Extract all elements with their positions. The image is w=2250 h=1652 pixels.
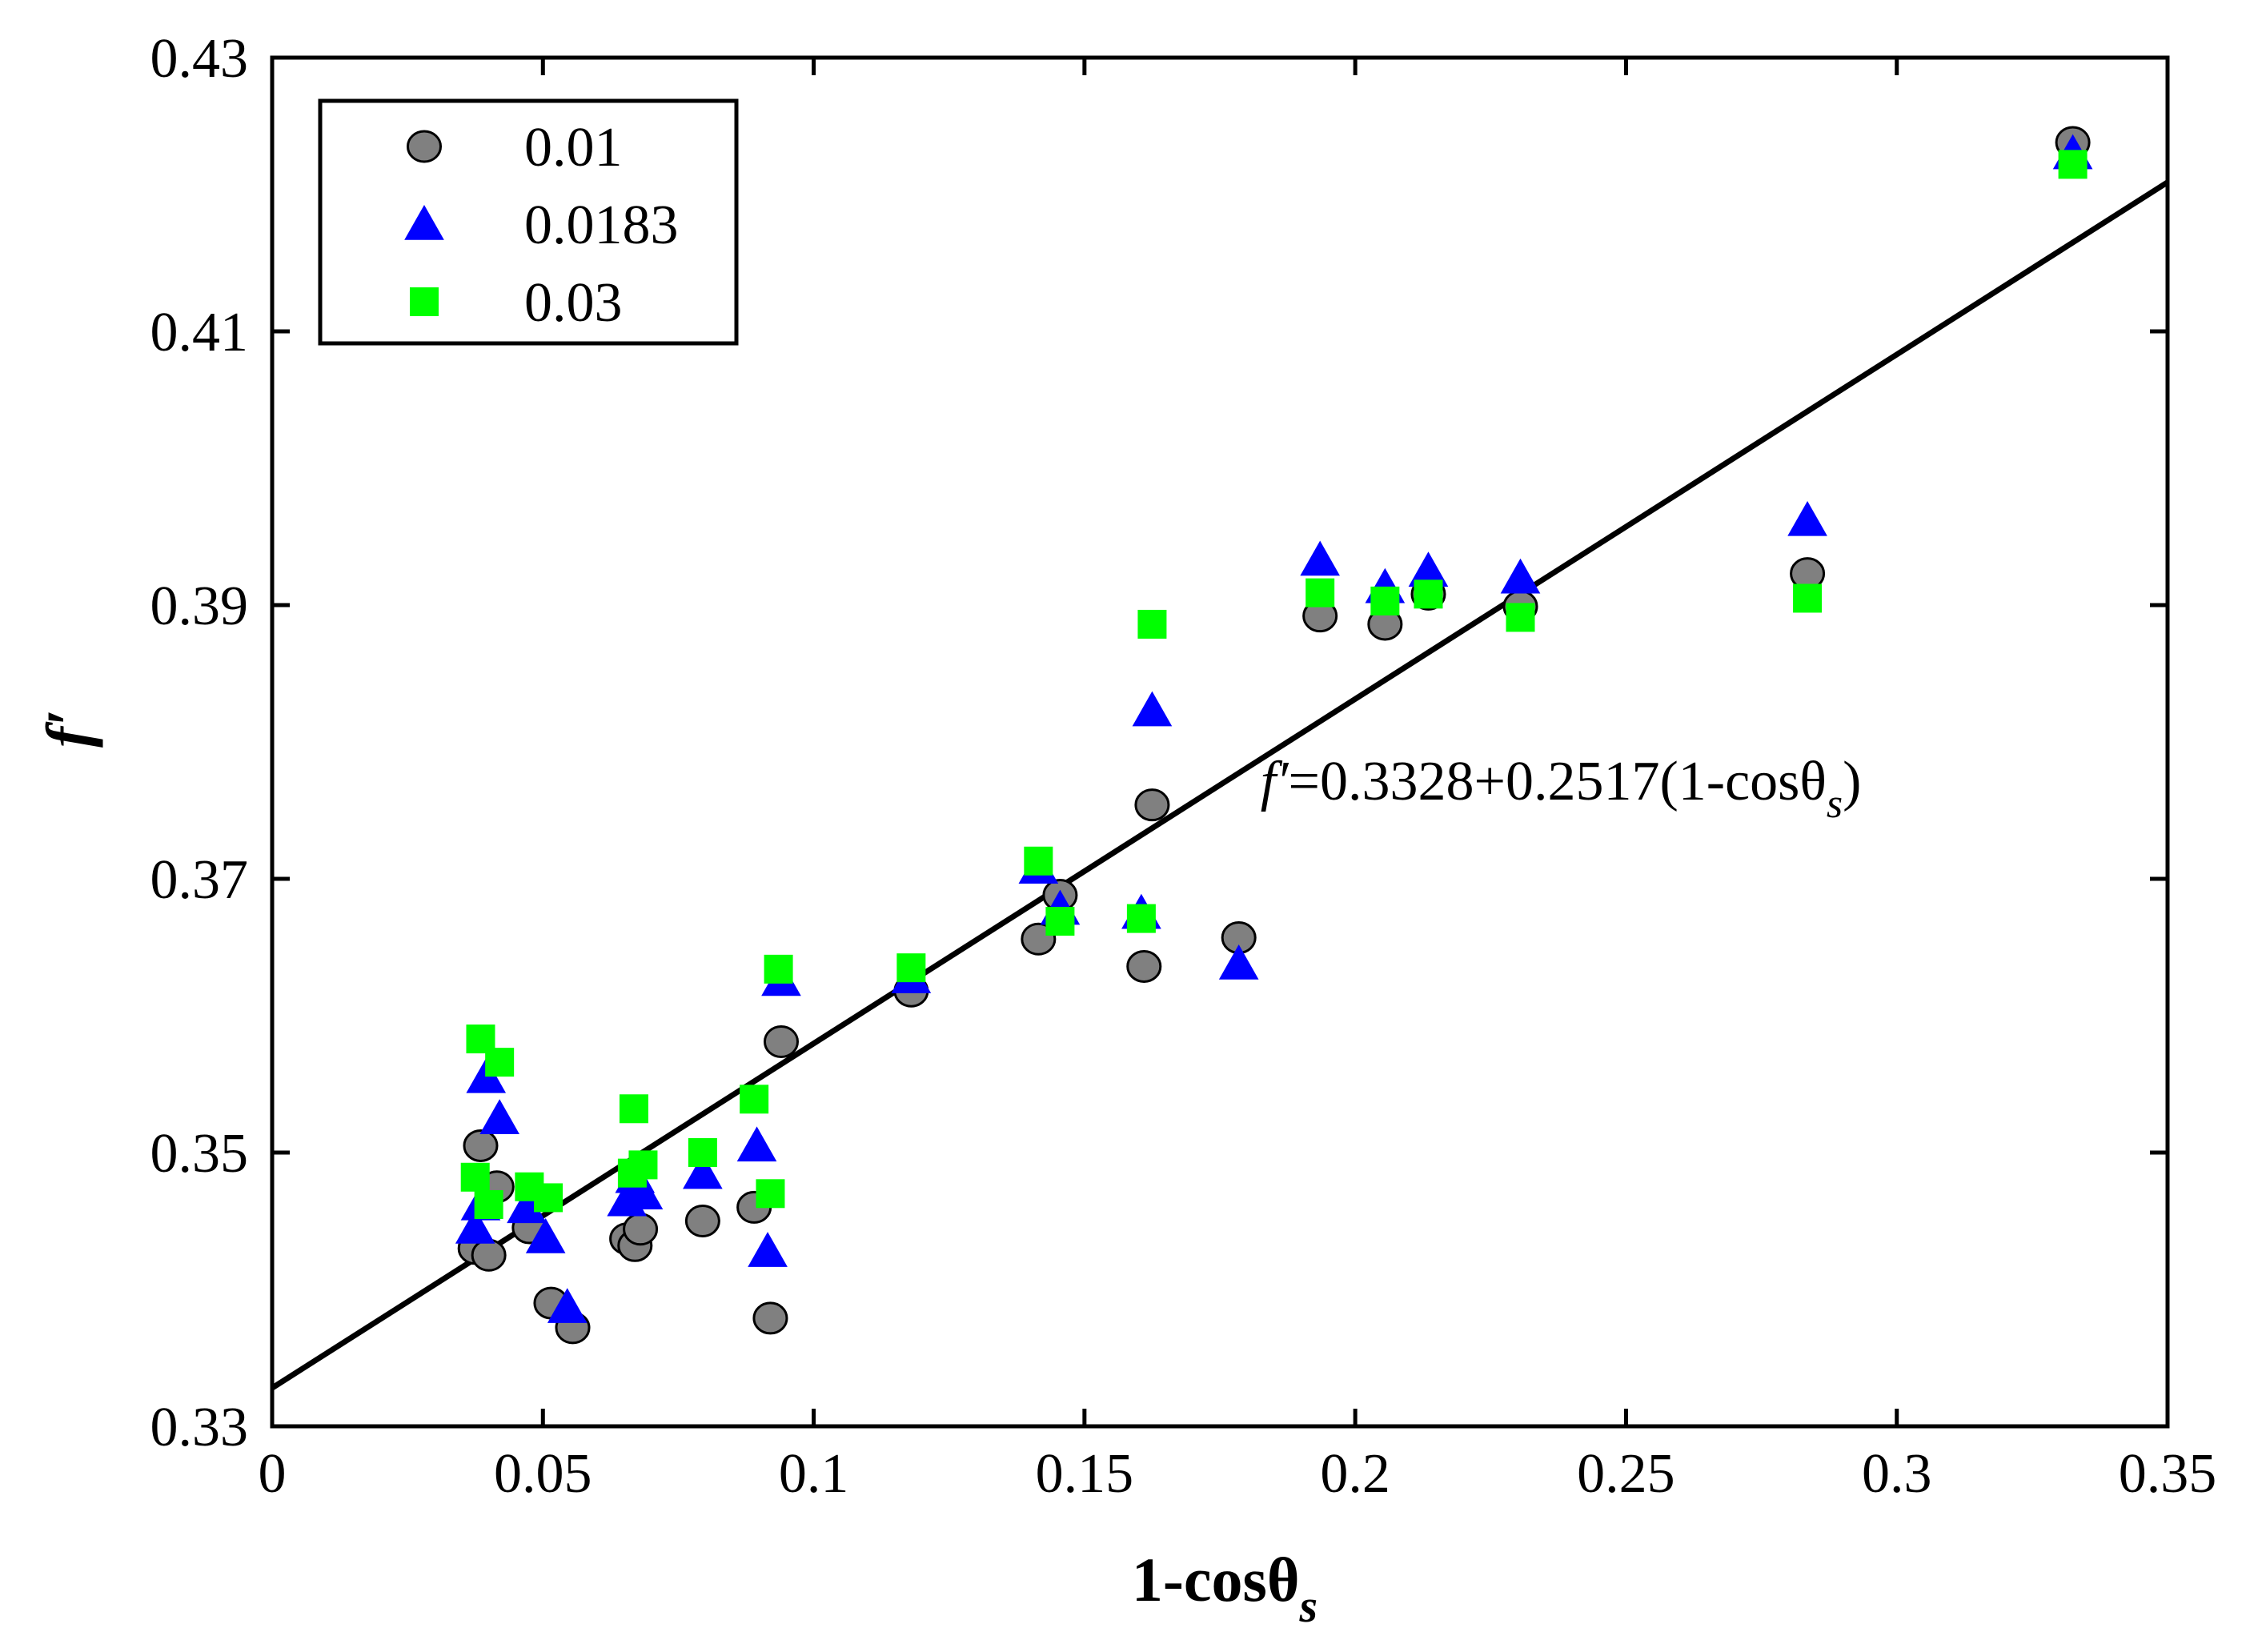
- fit-line: [271, 179, 2169, 1391]
- data-point-triangle: [1132, 691, 1173, 727]
- data-point-triangle: [748, 1232, 788, 1267]
- data-point-square: [1793, 583, 1823, 613]
- plot-frame: [270, 55, 2170, 1429]
- legend-marker-circle: [406, 130, 443, 163]
- data-point-circle: [763, 1024, 799, 1058]
- data-point-triangle: [623, 1174, 664, 1209]
- data-point-circle: [463, 1129, 499, 1162]
- x-tick-label: 0.2: [1320, 1443, 1390, 1505]
- data-point-square: [764, 954, 793, 984]
- x-tick-label: 0.3: [1862, 1443, 1932, 1505]
- legend-marker-triangle: [404, 204, 444, 240]
- data-points: [455, 126, 2093, 1345]
- x-axis-title: 1-cosθs: [1132, 1545, 1318, 1632]
- data-point-circle: [623, 1213, 659, 1246]
- y-axis-title: f′: [34, 709, 103, 748]
- x-tick-label: 0: [259, 1443, 287, 1505]
- data-point-square: [2058, 150, 2088, 179]
- fit-equation-annotation: f′=0.3328+0.2517(1-cosθs): [1261, 751, 1862, 827]
- data-point-triangle: [736, 1126, 777, 1162]
- data-point-circle: [1134, 788, 1170, 822]
- data-point-square: [1305, 578, 1335, 607]
- data-point-triangle: [547, 1288, 588, 1323]
- legend-box: [318, 98, 739, 346]
- legend-marker-square: [410, 287, 439, 316]
- data-point-triangle: [1500, 558, 1541, 594]
- data-point-square: [474, 1189, 503, 1219]
- data-point-square: [896, 953, 926, 983]
- data-point-circle: [684, 1205, 720, 1237]
- data-point-square: [1414, 579, 1443, 609]
- data-point-square: [534, 1183, 564, 1213]
- data-point-triangle: [455, 1209, 495, 1244]
- data-point-square: [460, 1162, 490, 1192]
- legend: 0.01 0.0183 0.03: [318, 98, 739, 346]
- y-tick-label: 0.35: [150, 1123, 249, 1185]
- data-point-triangle: [1787, 500, 1827, 536]
- data-point-triangle: [525, 1217, 566, 1253]
- data-point-circle: [471, 1238, 507, 1272]
- annotation-subscript: s: [1827, 781, 1843, 827]
- fit-line-layer: [271, 179, 2169, 1391]
- x-tick-label: 0.25: [1577, 1443, 1675, 1505]
- y-tick-label: 0.33: [150, 1397, 249, 1458]
- data-point-square: [688, 1138, 717, 1167]
- x-tick-label: 0.1: [779, 1443, 849, 1505]
- legend-label: 0.03: [524, 272, 623, 334]
- data-point-square: [485, 1048, 515, 1077]
- series-0.03: [460, 150, 2088, 1219]
- x-tick-label: 0.15: [1036, 1443, 1134, 1505]
- axis-ticks: 0 0.05 0.1 0.15 0.2 0.25 0.3 0.35 0.33 0.35 0.37 0.…: [150, 28, 2217, 1505]
- data-point-square: [619, 1094, 648, 1124]
- data-point-triangle: [479, 1099, 519, 1134]
- annotation-suffix: ): [1843, 751, 1861, 812]
- x-tick-label: 0.05: [494, 1443, 592, 1505]
- y-tick-label: 0.39: [150, 575, 249, 637]
- data-point-square: [628, 1150, 658, 1180]
- data-point-square: [1045, 907, 1075, 936]
- y-tick-label: 0.43: [150, 28, 249, 90]
- data-point-triangle: [1300, 540, 1340, 576]
- data-point-square: [1506, 603, 1535, 632]
- data-point-circle: [1126, 949, 1162, 983]
- data-point-square: [1024, 846, 1053, 876]
- data-point-circle: [752, 1301, 788, 1335]
- data-point-square: [1137, 609, 1167, 639]
- data-point-square: [1126, 904, 1156, 933]
- legend-label: 0.0183: [524, 194, 679, 256]
- data-point-square: [756, 1179, 785, 1209]
- data-point-triangle: [1218, 944, 1259, 980]
- x-tick-label: 0.35: [2119, 1443, 2217, 1505]
- data-point-square: [1370, 586, 1400, 615]
- annotation-prefix: f′: [1261, 751, 1289, 812]
- data-point-triangle: [683, 1153, 723, 1189]
- x-axis-title-subscript: s: [1299, 1580, 1318, 1632]
- annotation-body: =0.3328+0.2517(1-cosθ: [1289, 751, 1827, 812]
- y-tick-label: 0.41: [150, 302, 249, 363]
- legend-label: 0.01: [524, 117, 623, 178]
- x-axis-title-main: 1-cosθ: [1132, 1545, 1300, 1614]
- y-tick-label: 0.37: [150, 849, 249, 911]
- data-point-square: [740, 1085, 769, 1114]
